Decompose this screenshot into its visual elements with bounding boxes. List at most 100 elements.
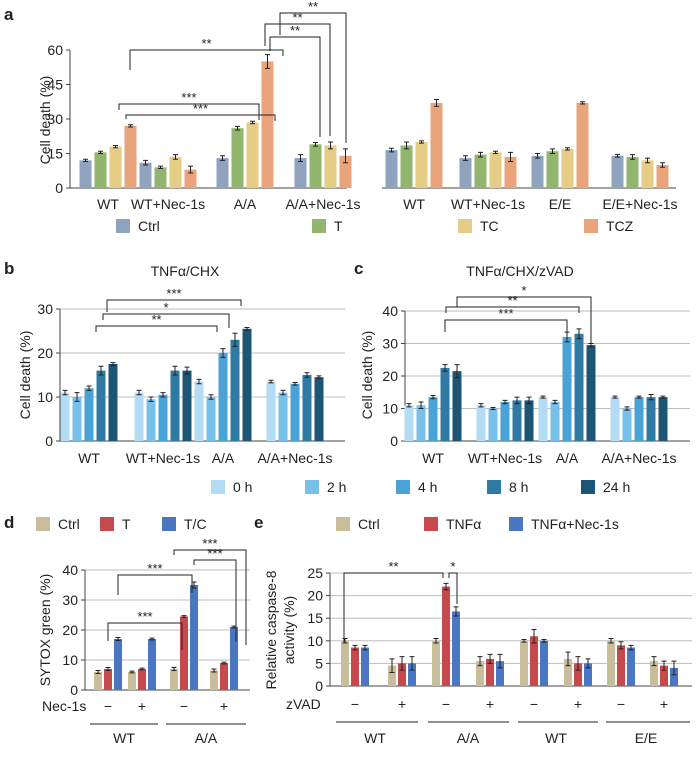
c4-error-bar — [171, 667, 177, 671]
c3-error-bar — [540, 395, 546, 399]
c1-error-bar — [580, 101, 585, 105]
c0-error-bar — [128, 124, 133, 128]
c2-y-tick-label: 10 — [37, 389, 53, 405]
c2-bar — [182, 370, 192, 441]
c2-bar — [60, 392, 70, 441]
c0-bar — [216, 158, 229, 188]
a-sig-bracket — [118, 103, 260, 120]
e-legend-item: Ctrl — [358, 516, 380, 532]
e-sig-bracket-label: ** — [388, 559, 398, 574]
c5-error-bar — [352, 644, 358, 651]
c0-error-bar — [98, 150, 103, 154]
c4-error-bar — [139, 667, 145, 671]
d-x-tick-label: + — [138, 698, 146, 714]
c3-bar — [562, 337, 572, 441]
c1-error-bar — [434, 98, 439, 107]
c4-bar — [210, 670, 218, 690]
c2-bar — [290, 383, 300, 441]
c0-error-bar — [188, 165, 193, 174]
c2-bar — [158, 394, 168, 441]
a-x-tick-label: E/E+Nec-1s — [602, 196, 677, 212]
c0-bar — [124, 125, 137, 188]
a-sig-bracket — [264, 23, 331, 136]
c5-bar — [486, 658, 494, 686]
d-x-tick-label: − — [104, 698, 112, 714]
c0-error-bar — [158, 165, 163, 169]
c1-bar — [546, 151, 559, 188]
e-group-label: E/E — [635, 730, 658, 746]
time-legend-item: 4 h — [418, 479, 437, 495]
c4-error-bar — [95, 670, 101, 674]
a-x-tick-label: A/A+Nec-1s — [285, 196, 360, 212]
a-x-tick-label: WT — [403, 196, 425, 212]
c0-y-tick-label: 45 — [47, 77, 63, 93]
c2-error-bar — [136, 389, 142, 396]
c3-y-tick-label: 30 — [382, 336, 398, 352]
c5-error-bar — [433, 638, 439, 644]
panel-label-c: c — [354, 259, 363, 278]
c4-y-tick-label: 30 — [62, 592, 78, 608]
c0-bar — [339, 155, 352, 188]
d-sig-bracket-label: *** — [137, 609, 152, 624]
c5-y-tick-label: 20 — [307, 588, 323, 604]
c3-error-bar — [648, 394, 654, 401]
c5-bar — [670, 667, 678, 686]
c1-bar — [504, 156, 517, 188]
d-group-label: WT — [113, 730, 135, 746]
c3-y-tick-label: 0 — [390, 433, 398, 449]
c-chart-title: TNFα/CHX/zVAD — [466, 263, 573, 279]
c1-error-bar — [404, 141, 409, 150]
c3-bar — [500, 402, 510, 441]
c5-error-bar — [399, 656, 405, 671]
c5-error-bar — [585, 658, 591, 669]
a-sig-bracket — [279, 12, 347, 143]
a-y-axis-title: Cell death (%) — [37, 76, 53, 165]
b-x-tick-label: WT — [78, 450, 100, 466]
c3-bar — [428, 397, 438, 441]
b-x-tick-label: A/A — [212, 450, 235, 466]
time-legend-item: 24 h — [603, 479, 630, 495]
c0-y-tick-label: 0 — [55, 180, 63, 196]
c5-error-bar — [453, 606, 459, 617]
c2-bar — [302, 375, 312, 441]
c1-error-bar — [565, 147, 570, 151]
c5-error-bar — [618, 641, 624, 650]
c5-error-bar — [608, 638, 614, 644]
c1-bar — [489, 152, 502, 188]
c-sig-bracket-label: *** — [498, 306, 513, 321]
c5-y-tick-label: 25 — [307, 565, 323, 581]
c5-bar — [408, 663, 416, 686]
panel-label-b: b — [4, 259, 14, 278]
c0-bar — [231, 128, 244, 188]
c5-bar — [432, 640, 440, 686]
c4-bar — [170, 669, 178, 690]
c5-bar — [530, 636, 538, 686]
c4-y-tick-label: 10 — [62, 652, 78, 668]
d-x-tick-label: + — [220, 698, 228, 714]
e-legend-item-swatch — [509, 517, 523, 531]
c2-bar — [96, 370, 106, 441]
a-legend-item: TC — [480, 218, 499, 234]
e-group-label: A/A — [457, 730, 480, 746]
c2-bar — [278, 392, 288, 441]
c5-bar — [496, 661, 504, 686]
c5-error-bar — [651, 656, 657, 667]
a-legend-item: T — [334, 218, 343, 234]
c5-error-bar — [477, 656, 483, 667]
c2-error-bar — [184, 366, 190, 375]
d-legend-item: Ctrl — [58, 516, 80, 532]
c2-error-bar — [280, 389, 286, 396]
c5-bar — [520, 640, 528, 686]
c4-error-bar — [129, 670, 135, 674]
c3-bar — [574, 333, 584, 441]
e-y-axis-title-line2: activity (%) — [281, 596, 297, 664]
e-legend-item-swatch — [424, 517, 438, 531]
c3-bar — [476, 405, 486, 441]
c5-bar — [476, 661, 484, 686]
e-x-tick-label: + — [486, 696, 494, 712]
c4-bar — [138, 669, 146, 690]
c3-error-bar — [526, 396, 532, 405]
e-x-tick-label: + — [574, 696, 582, 712]
c2-error-bar — [244, 326, 250, 331]
c5-error-bar — [521, 638, 527, 643]
